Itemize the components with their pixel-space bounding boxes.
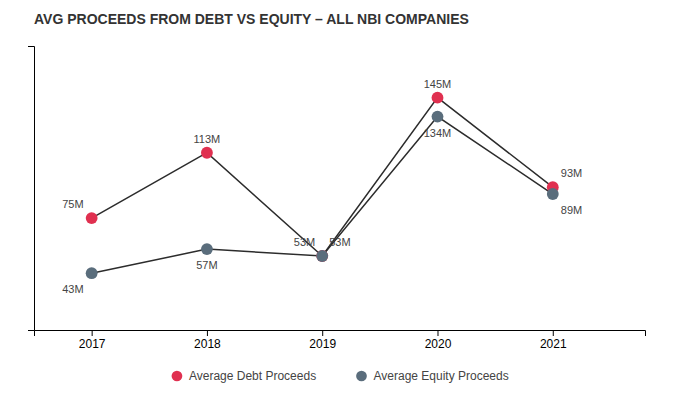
data-label: 75M [62, 198, 83, 210]
legend-item: Average Equity Proceeds [356, 369, 509, 383]
x-tick-mark [322, 330, 323, 336]
x-tick-label: 2021 [540, 337, 567, 351]
x-tick: 2021 [540, 330, 567, 351]
point-marker [432, 92, 444, 104]
data-label: 93M [561, 167, 582, 179]
legend-marker [172, 371, 183, 382]
plot-area [86, 92, 559, 279]
point-marker [201, 243, 213, 255]
x-tick-label: 2020 [425, 337, 452, 351]
x-tick-label: 2017 [79, 337, 106, 351]
x-tick: 2018 [194, 330, 221, 351]
data-label: 57M [196, 259, 217, 271]
data-labels: 75M 113M 53M 145M 93M 43M 57M 53M 134M 89M [62, 78, 582, 296]
point-marker [316, 250, 328, 262]
legend: Average Debt Proceeds Average Equity Proc… [172, 369, 509, 383]
data-label: 43M [62, 283, 83, 295]
x-tick: 2020 [425, 330, 452, 351]
x-tick: 2017 [79, 330, 106, 351]
x-axis: 2017 2018 2019 2020 2021 [35, 330, 646, 351]
point-marker [432, 111, 444, 123]
x-tick-mark [207, 330, 208, 336]
data-label: 89M [561, 204, 582, 216]
y-axis [28, 47, 35, 331]
legend-label: Average Debt Proceeds [189, 369, 316, 383]
x-tick: 2019 [309, 330, 336, 351]
title: AVG PROCEEDS FROM DEBT VS EQUITY – ALL N… [34, 11, 469, 27]
point-marker [547, 188, 559, 200]
legend-marker [356, 371, 367, 382]
point-marker [316, 250, 328, 262]
series-line [92, 117, 553, 274]
x-tick-mark [553, 330, 554, 336]
chart: AVG PROCEEDS FROM DEBT VS EQUITY – ALL N… [0, 0, 679, 394]
data-label: 145M [424, 78, 452, 90]
point-marker [86, 267, 98, 279]
legend-item: Average Debt Proceeds [172, 369, 317, 383]
data-label: 113M [194, 133, 221, 145]
data-label: 53M [294, 236, 315, 248]
data-label: 53M [329, 236, 350, 248]
series-line [92, 98, 553, 256]
x-tick-label: 2018 [194, 337, 221, 351]
x-tick-label: 2019 [309, 337, 336, 351]
point-marker [201, 147, 213, 159]
x-axis-line [35, 331, 646, 337]
y-axis-line [28, 47, 35, 331]
point-marker [86, 212, 98, 224]
x-tick-mark [92, 330, 93, 336]
data-label: 134M [424, 127, 452, 139]
legend-label: Average Equity Proceeds [374, 369, 509, 383]
x-tick-mark [437, 330, 438, 336]
